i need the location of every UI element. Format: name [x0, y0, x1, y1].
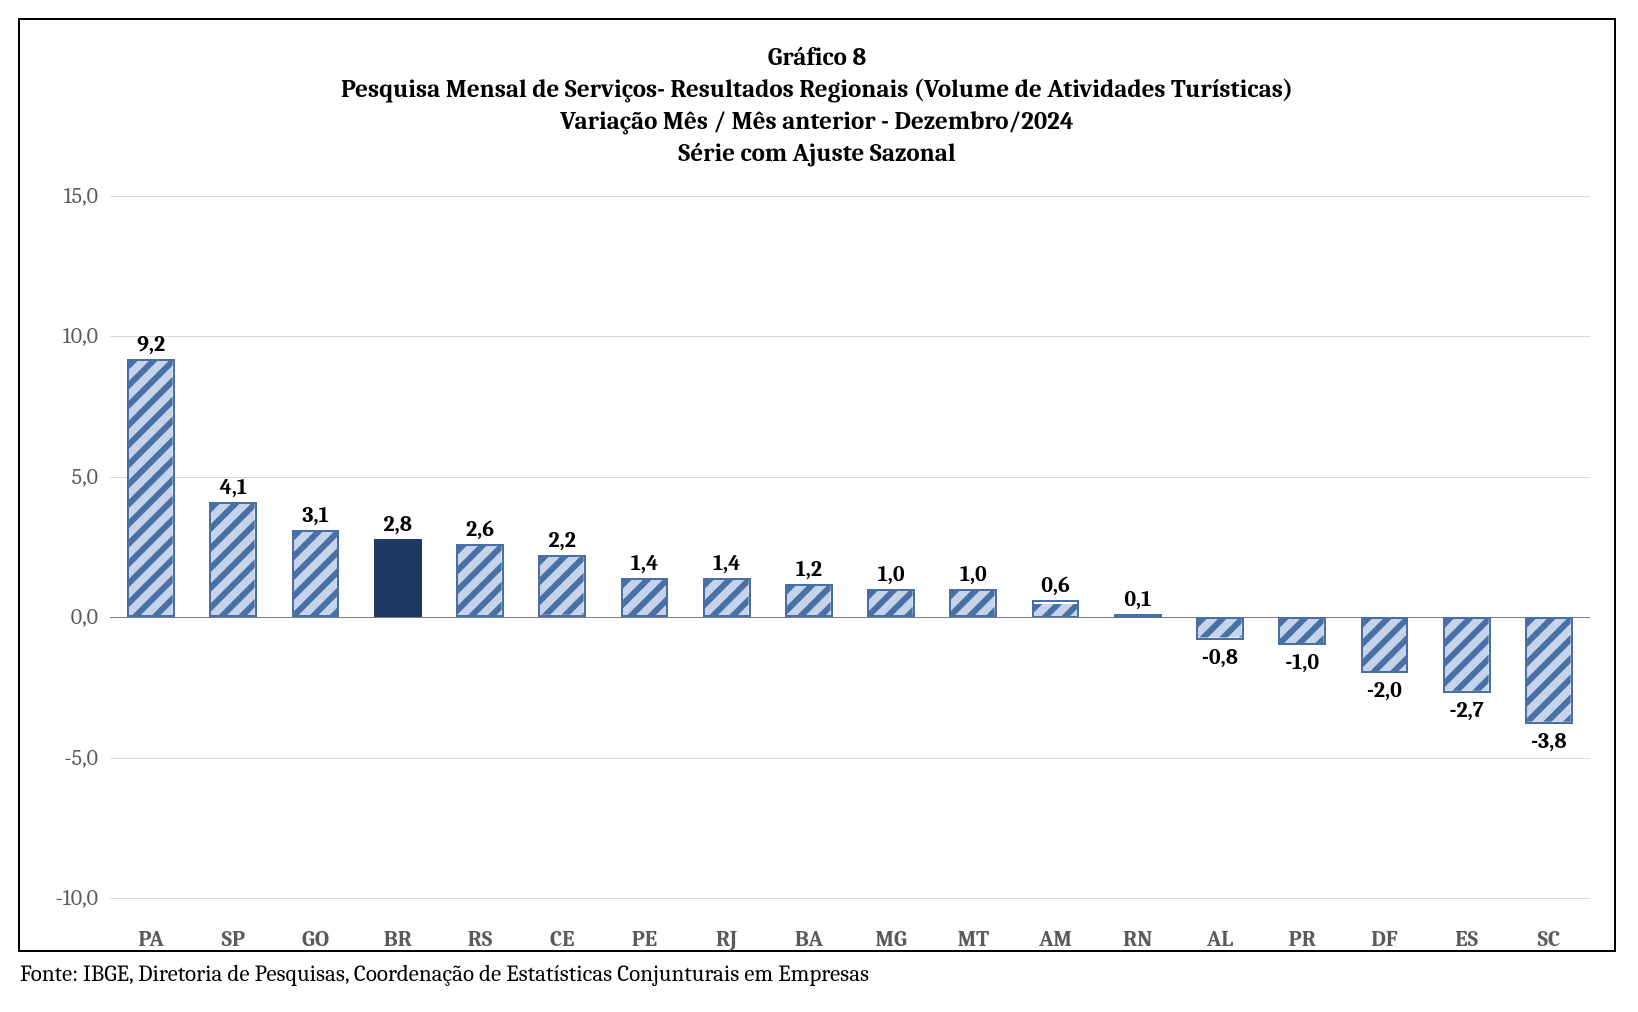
- bar-br: [374, 539, 422, 618]
- bar-al: [1196, 617, 1244, 639]
- title-line-4: Série com Ajuste Sazonal: [20, 138, 1614, 170]
- bar-am: [1032, 600, 1080, 617]
- y-tick-label: -10,0: [56, 885, 110, 911]
- category-label: SC: [1538, 926, 1561, 952]
- y-tick-label: 15,0: [64, 183, 110, 209]
- category-label: RS: [468, 926, 493, 952]
- title-line-1: Gráfico 8: [20, 42, 1614, 74]
- category-label: RJ: [716, 926, 737, 952]
- bar-rs: [456, 544, 504, 617]
- bar-value-label: 0,6: [1041, 572, 1070, 598]
- bar-value-label: 9,2: [137, 331, 165, 357]
- category-label: AM: [1039, 926, 1072, 952]
- grid-line: [110, 336, 1590, 337]
- category-label: RN: [1123, 926, 1152, 952]
- bar-go: [292, 530, 340, 617]
- y-tick-label: -5,0: [64, 745, 110, 771]
- bar-value-label: 1,2: [796, 556, 822, 582]
- grid-line: [110, 758, 1590, 759]
- bar-value-label: -2,0: [1367, 677, 1402, 703]
- bar-rj: [703, 578, 751, 617]
- bar-value-label: 1,0: [960, 561, 987, 587]
- bar-value-label: 2,8: [384, 511, 413, 537]
- category-label: BR: [384, 926, 412, 952]
- title-line-3: Variação Mês / Mês anterior - Dezembro/2…: [20, 106, 1614, 138]
- y-tick-label: 0,0: [71, 604, 110, 630]
- bar-value-label: 1,4: [631, 550, 658, 576]
- grid-line: [110, 898, 1590, 899]
- bar-value-label: 2,6: [466, 516, 494, 542]
- category-label: MT: [958, 926, 990, 952]
- bar-ba: [785, 584, 833, 618]
- bar-value-label: -0,8: [1202, 644, 1238, 670]
- bar-value-label: 3,1: [302, 502, 328, 528]
- bar-sc: [1525, 617, 1573, 724]
- bar-mg: [867, 589, 915, 617]
- category-label: PE: [632, 926, 657, 952]
- bar-value-label: -2,7: [1450, 697, 1484, 723]
- grid-line: [110, 196, 1590, 197]
- title-line-2: Pesquisa Mensal de Serviços- Resultados …: [20, 74, 1614, 106]
- y-tick-label: 5,0: [72, 464, 110, 490]
- bar-ce: [538, 555, 586, 617]
- category-label: AL: [1207, 926, 1233, 952]
- category-label: MG: [875, 926, 906, 952]
- category-label: DF: [1371, 926, 1397, 952]
- bar-es: [1443, 617, 1491, 693]
- bar-mt: [949, 589, 997, 617]
- bar-pa: [127, 359, 175, 617]
- category-label: SP: [222, 926, 245, 952]
- plot-area: -10,0-5,00,05,010,015,09,2PA4,1SP3,1GO2,…: [110, 196, 1590, 898]
- category-label: ES: [1455, 926, 1478, 952]
- category-label: PR: [1289, 926, 1316, 952]
- chart-frame: Gráfico 8 Pesquisa Mensal de Serviços- R…: [18, 18, 1616, 952]
- bar-value-label: -3,8: [1531, 728, 1566, 754]
- bar-value-label: 1,4: [713, 550, 740, 576]
- y-tick-label: 10,0: [63, 323, 110, 349]
- bar-pr: [1278, 617, 1326, 645]
- bar-value-label: 2,2: [549, 527, 576, 553]
- category-label: BA: [795, 926, 823, 952]
- bar-rn: [1114, 614, 1162, 618]
- category-label: GO: [302, 926, 329, 952]
- category-label: CE: [550, 926, 574, 952]
- category-label: PA: [138, 926, 163, 952]
- bar-sp: [209, 502, 257, 617]
- source-note: Fonte: IBGE, Diretoria de Pesquisas, Coo…: [20, 960, 869, 987]
- bar-value-label: 4,1: [220, 474, 247, 500]
- chart-title: Gráfico 8 Pesquisa Mensal de Serviços- R…: [20, 20, 1614, 170]
- bar-pe: [621, 578, 669, 617]
- bar-value-label: -1,0: [1285, 649, 1319, 675]
- bar-value-label: 1,0: [878, 561, 905, 587]
- bar-value-label: 0,1: [1124, 586, 1151, 612]
- bar-df: [1361, 617, 1409, 673]
- grid-line: [110, 477, 1590, 478]
